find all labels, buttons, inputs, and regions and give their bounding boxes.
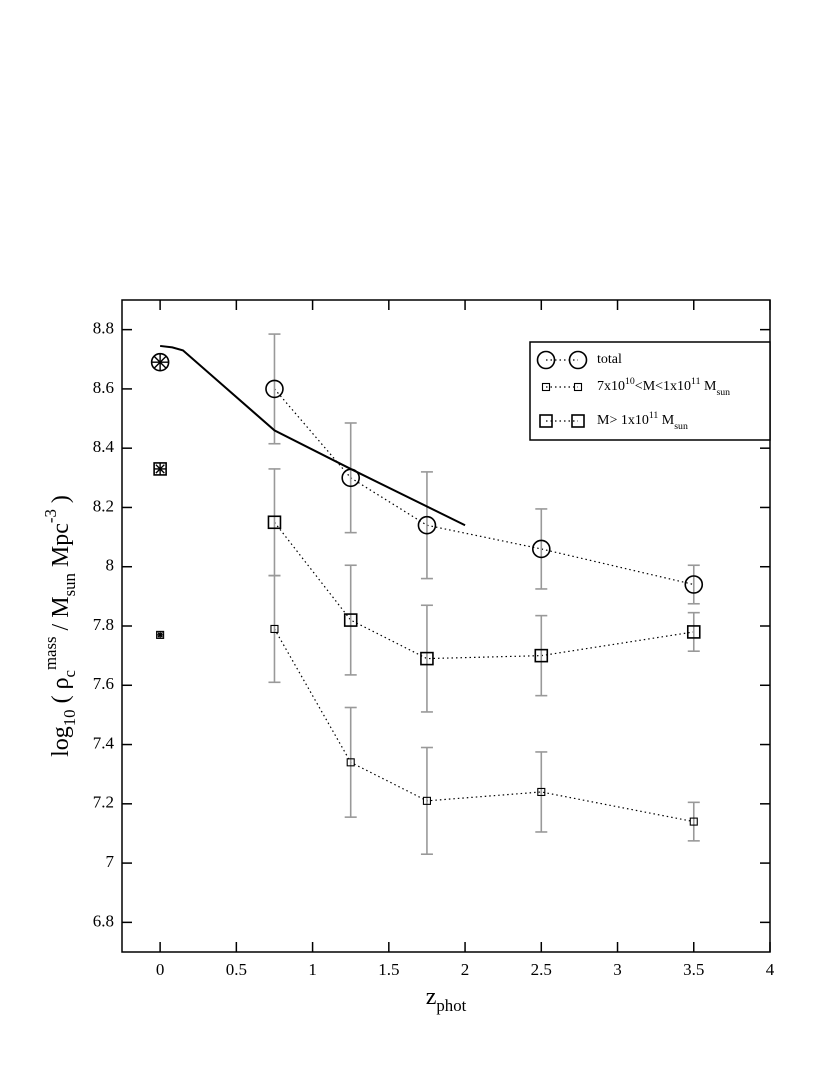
label-part: phot xyxy=(436,996,466,1015)
label-part: -3 xyxy=(41,509,60,523)
label-part: c xyxy=(60,670,79,677)
y-tick-label: 7.8 xyxy=(93,615,114,634)
point xyxy=(343,613,358,627)
y-tick-label: 7.4 xyxy=(93,733,115,752)
legend-marker xyxy=(568,350,588,370)
legend-label: M> 1x1011 Msun xyxy=(597,410,688,432)
legend-marker xyxy=(573,382,583,392)
x-tick-label: 1.5 xyxy=(378,960,399,979)
label-part: 10 xyxy=(625,376,635,387)
y-tick-label: 7.6 xyxy=(93,674,114,693)
legend-marker xyxy=(536,350,556,370)
y-tick-label: 8.8 xyxy=(93,319,114,338)
legend-marker xyxy=(539,414,553,428)
x-tick-label: 3 xyxy=(613,960,622,979)
label-part: M xyxy=(700,379,717,394)
legend-marker xyxy=(571,414,585,428)
y-tick-label: 8.4 xyxy=(93,437,115,456)
label-part: sun xyxy=(716,387,730,398)
point xyxy=(531,539,551,559)
legend-label: total xyxy=(597,352,622,367)
y-tick-label: 8.6 xyxy=(93,378,114,397)
point xyxy=(422,796,431,805)
x-tick-label: 0.5 xyxy=(226,960,247,979)
y-tick-label: 7 xyxy=(106,852,115,871)
connector xyxy=(273,521,694,660)
label-part: M xyxy=(658,413,675,428)
point xyxy=(684,575,704,594)
label-part: 11 xyxy=(649,410,659,421)
y-tick-label: 6.8 xyxy=(93,911,114,930)
label-part: total xyxy=(597,352,622,367)
x-tick-label: 2 xyxy=(461,960,470,979)
label-part: Mpc xyxy=(48,523,74,573)
point xyxy=(420,651,434,666)
line xyxy=(159,344,466,527)
y-tick-label: 8.2 xyxy=(93,496,114,515)
asterisk xyxy=(153,356,167,369)
x-axis-label: zphot xyxy=(426,984,467,1016)
x-tick-label: 4 xyxy=(766,960,775,979)
x-tick-label: 0 xyxy=(156,960,165,979)
legend-label: 7x1010<M<1x1011 Msun xyxy=(597,376,730,398)
point xyxy=(267,515,282,530)
point xyxy=(537,787,546,797)
label-part: ) xyxy=(48,495,74,509)
x-tick-label: 3.5 xyxy=(683,960,704,979)
x-tick-label: 1 xyxy=(308,960,317,979)
label-part: 7x10 xyxy=(597,379,625,394)
label-part: / M xyxy=(48,596,74,636)
point xyxy=(686,625,701,639)
legend-marker xyxy=(541,382,551,392)
point xyxy=(270,624,279,634)
point xyxy=(346,758,355,767)
x-tick-label: 2.5 xyxy=(531,960,552,979)
label-part: log xyxy=(48,726,74,757)
asterisk xyxy=(157,631,164,638)
label-part: sun xyxy=(60,573,79,597)
y-axis-label: log10 ( ρcmass / Msun Mpc-3 ) xyxy=(41,495,79,757)
y-tick-label: 8 xyxy=(106,556,115,575)
point xyxy=(265,379,284,399)
label-part: <M<1x10 xyxy=(635,379,691,394)
point xyxy=(689,817,698,826)
y-tick-label: 7.2 xyxy=(93,793,114,812)
point xyxy=(534,648,549,663)
local-point xyxy=(150,352,170,372)
label-part: ( ρ xyxy=(48,677,74,709)
label-part: z xyxy=(426,984,437,1010)
label-part: mass xyxy=(41,636,60,670)
label-part: 11 xyxy=(691,376,701,387)
label-part: M> 1x10 xyxy=(597,413,649,428)
connector xyxy=(273,628,694,823)
label-part: 10 xyxy=(60,709,79,726)
asterisk xyxy=(155,464,165,474)
point xyxy=(417,515,437,535)
label-part: sun xyxy=(674,421,688,432)
